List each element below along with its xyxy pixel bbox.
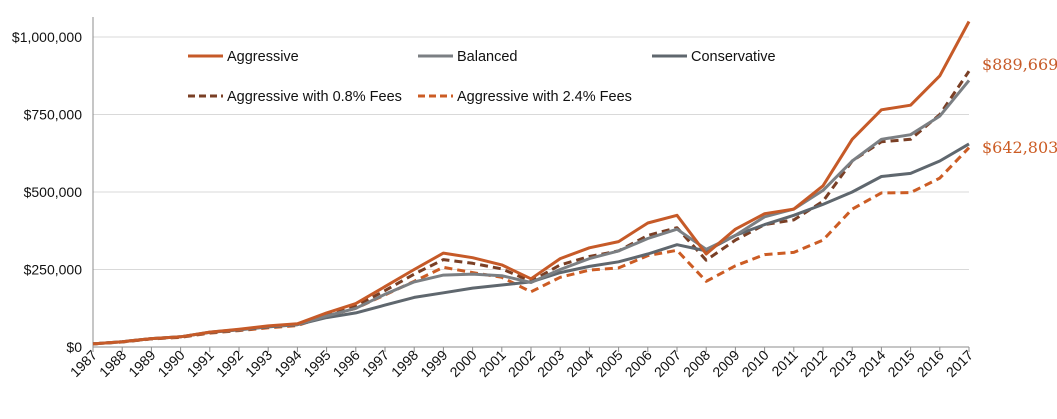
end-value-label: $889,669 — [982, 55, 1057, 74]
y-tick-label: $500,000 — [24, 184, 83, 200]
x-tick-label: 2003 — [534, 347, 567, 380]
x-tick-label: 2008 — [680, 347, 713, 380]
legend-label: Aggressive — [227, 49, 299, 65]
x-tick-label: 1997 — [359, 347, 392, 380]
x-tick-label: 2002 — [505, 347, 538, 380]
y-tick-label: $250,000 — [24, 262, 83, 278]
x-tick-label: 1994 — [271, 347, 304, 380]
x-tick-label: 1999 — [417, 347, 450, 380]
end-value-label: $642,803 — [982, 138, 1057, 157]
legend-label: Conservative — [691, 49, 776, 65]
x-tick-label: 2006 — [622, 347, 655, 380]
series-line-aggressive-with-0-8-fees — [92, 70, 971, 346]
x-tick-label: 1995 — [300, 347, 333, 380]
series-line-balanced — [92, 79, 971, 346]
x-tick-label: 2010 — [738, 347, 771, 380]
x-tick-label: 2011 — [768, 347, 801, 380]
legend: Aggressive Balanced Conservative Aggressive… — [188, 49, 776, 105]
x-tick-label: 2000 — [446, 347, 479, 380]
x-tick-label: 1993 — [242, 347, 275, 380]
y-axis: $0 $250,000 $500,000 $750,000 $1,000,000 — [12, 17, 94, 355]
x-tick-label: 1988 — [96, 347, 129, 380]
x-tick-label: 2013 — [826, 347, 859, 380]
x-tick-label: 2007 — [651, 347, 684, 380]
gridlines — [93, 36, 969, 270]
x-tick-label: 2001 — [476, 347, 509, 380]
x-tick-label: 1998 — [388, 347, 421, 380]
x-axis: 1987198819891990199119921993199419951996… — [67, 346, 976, 380]
x-tick-label: 2017 — [943, 347, 976, 380]
x-tick-label: 2015 — [884, 347, 917, 380]
x-tick-label: 2005 — [592, 347, 625, 380]
legend-label: Aggressive with 2.4% Fees — [457, 89, 632, 105]
x-tick-label: 2012 — [797, 347, 830, 380]
legend-label: Aggressive with 0.8% Fees — [227, 89, 402, 105]
x-tick-label: 1990 — [154, 347, 187, 380]
x-tick-label: 1991 — [184, 347, 217, 380]
annotations: $889,669 $642,803 — [982, 55, 1057, 157]
x-tick-label: 2004 — [563, 347, 596, 380]
x-tick-label: 1989 — [125, 347, 158, 380]
x-tick-label: 1996 — [330, 347, 363, 380]
series-line-aggressive — [92, 20, 971, 346]
y-tick-label: $750,000 — [24, 107, 83, 123]
y-tick-label: $0 — [66, 339, 82, 355]
y-tick-label: $1,000,000 — [12, 29, 82, 45]
legend-label: Balanced — [457, 49, 517, 65]
x-tick-label: 2014 — [855, 347, 888, 380]
x-tick-label: 2009 — [709, 347, 742, 380]
x-tick-label: 1992 — [213, 347, 246, 380]
series-lines — [92, 20, 971, 346]
x-tick-label: 2016 — [914, 347, 947, 380]
